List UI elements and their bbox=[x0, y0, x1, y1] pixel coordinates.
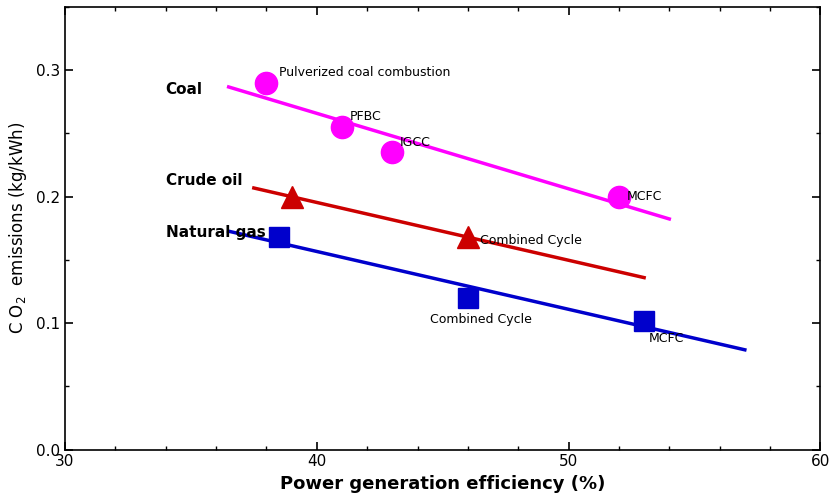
Text: MCFC: MCFC bbox=[649, 332, 684, 345]
Text: Crude oil: Crude oil bbox=[166, 172, 242, 188]
Text: IGCC: IGCC bbox=[400, 136, 431, 148]
X-axis label: Power generation efficiency (%): Power generation efficiency (%) bbox=[280, 475, 604, 493]
Text: MCFC: MCFC bbox=[625, 190, 661, 203]
Text: Combined Cycle: Combined Cycle bbox=[480, 234, 582, 248]
Text: Pulverized coal combustion: Pulverized coal combustion bbox=[278, 66, 450, 79]
Text: Combined Cycle: Combined Cycle bbox=[430, 313, 532, 326]
Y-axis label: C O$_2$  emissions (kg/kWh): C O$_2$ emissions (kg/kWh) bbox=[7, 122, 29, 334]
Text: PFBC: PFBC bbox=[349, 110, 381, 124]
Text: Natural gas: Natural gas bbox=[166, 224, 265, 240]
Text: Coal: Coal bbox=[166, 82, 202, 96]
